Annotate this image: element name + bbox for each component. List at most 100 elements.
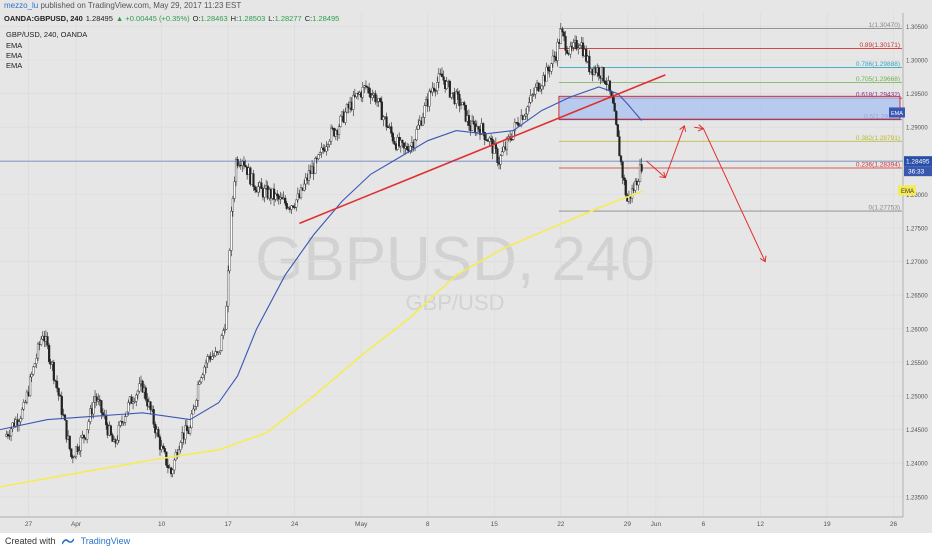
candle-body-144	[233, 181, 236, 199]
candle-body-1	[6, 434, 10, 436]
candle-body-332	[531, 94, 534, 96]
candle-body-53	[89, 408, 92, 422]
fib-level-label-8: 0(1.27753)	[869, 205, 900, 212]
candle-body-353	[564, 36, 567, 51]
candle-body-37	[63, 414, 67, 421]
candle-body-125	[203, 366, 206, 376]
fib-level-label-0: 1(1.30470)	[869, 22, 900, 29]
rising-trendline[interactable]	[299, 74, 666, 225]
candle-body-66	[109, 425, 112, 436]
candle-body-83	[136, 390, 139, 396]
candle-body-124	[201, 374, 204, 378]
symbol-watermark: GBPUSD, 240 GBP/USD	[255, 225, 655, 315]
candle-body-233	[374, 93, 377, 103]
projection-arrowhead-3	[697, 124, 705, 132]
candle-body-280	[448, 80, 452, 98]
candle-body-195	[314, 157, 317, 174]
candle-body-186	[299, 187, 303, 198]
price-chart[interactable]: GBPUSD, 240 GBP/USD 1(1.30470) 0.89(1.301…	[0, 0, 932, 533]
projection-segment-4[interactable]	[702, 128, 766, 262]
time-axis[interactable]: 27 Apr 10 17 24 May 8 15 22 29 Jun 6 12 19 26	[0, 516, 932, 533]
candle-body-316	[505, 137, 509, 150]
candle-body-385	[615, 111, 618, 125]
candle-body-259	[415, 129, 418, 141]
tradingview-logo-icon	[62, 538, 75, 545]
candle-body-301	[482, 123, 485, 133]
candle-body-67	[111, 434, 114, 442]
candle-body-91	[149, 401, 152, 411]
tradingview-brand-link[interactable]: TradingView	[80, 536, 131, 546]
candle-body-228	[366, 86, 369, 88]
candle-body-236	[379, 98, 382, 102]
candle-body-333	[532, 93, 535, 96]
projection-arrowhead-1	[659, 171, 667, 179]
candle-body-250	[401, 139, 404, 144]
candle-body-150	[242, 161, 246, 166]
candle-body-351	[561, 28, 564, 33]
candle-body-18	[33, 363, 36, 368]
author-link[interactable]: mezzo_lu	[4, 1, 39, 10]
candle-body-183	[295, 199, 298, 208]
candle-body-237	[380, 101, 383, 121]
candle-body-210	[337, 126, 341, 135]
candle-body-73	[120, 421, 124, 423]
candle-body-238	[382, 116, 385, 121]
price-tick-label-6: 1.27500	[906, 227, 928, 233]
fib-level-label-7: 0.236(1.28394)	[856, 161, 900, 168]
projection-arrows[interactable]	[646, 124, 767, 263]
price-axis[interactable]: 1.305001.300001.295001.290001.285001.280…	[902, 13, 932, 517]
projection-segment-3[interactable]	[694, 126, 704, 130]
legend-title: GBP/USD, 240, OANDA	[6, 30, 87, 39]
candle-body-298	[477, 126, 480, 130]
candle-body-136	[220, 335, 223, 351]
candle-body-137	[222, 330, 225, 336]
candle-body-319	[510, 139, 513, 141]
candle-body-203	[326, 144, 330, 147]
candle-body-344	[550, 63, 553, 72]
fib-level-label-2: 0.786(1.29888)	[856, 61, 900, 68]
resistance-zone[interactable]	[558, 95, 901, 120]
price-axis-tags: 1.28495 36:33 EMA EMA	[889, 107, 932, 196]
candle-body-12	[24, 401, 27, 404]
candle-body-59	[98, 399, 101, 401]
time-tick-label-0: 27	[25, 521, 33, 528]
candle-body-189	[304, 177, 307, 185]
candle-body-94	[154, 424, 157, 434]
time-tick-label-3: 17	[225, 521, 233, 528]
price-tick-label-14: 1.23500	[906, 495, 928, 501]
candle-body-121	[196, 384, 200, 401]
candle-body-327	[523, 115, 526, 120]
legend-indicator-ema-3: EMA	[6, 61, 22, 70]
candle-body-51	[86, 429, 89, 440]
candle-body-270	[432, 87, 436, 91]
candle-body-390	[623, 177, 626, 181]
time-tick-label-9: 29	[624, 521, 632, 528]
candle-body-106	[173, 459, 176, 471]
candle-body-127	[206, 356, 209, 364]
candle-body-86	[141, 380, 144, 393]
candle-body-378	[604, 80, 607, 84]
time-tick-label-2: 10	[158, 521, 166, 528]
candle-body-227	[364, 85, 368, 88]
candle-body-289	[463, 102, 466, 106]
candle-body-245	[393, 141, 396, 145]
candle-body-139	[225, 305, 228, 330]
candle-body-163	[263, 188, 266, 198]
candle-body-258	[413, 139, 417, 149]
candle-body-171	[276, 193, 279, 197]
projection-segment-2[interactable]	[664, 125, 685, 178]
candle-body-22	[40, 338, 43, 345]
candle-body-32	[55, 381, 59, 389]
time-tick-label-7: 15	[491, 521, 499, 528]
ema-fast-tag-label: EMA	[891, 111, 903, 117]
candle-body-306	[490, 137, 493, 140]
candle-body-75	[124, 416, 127, 423]
projection-segment-1[interactable]	[646, 160, 666, 179]
candle-body-243	[390, 126, 393, 134]
candle-body-341	[545, 66, 548, 82]
projection-arrowhead-4	[759, 255, 767, 263]
candle-body-49	[82, 434, 86, 438]
ema-slow-line	[0, 190, 643, 488]
candle-body-255	[409, 146, 412, 152]
candle-body-156	[252, 173, 255, 187]
